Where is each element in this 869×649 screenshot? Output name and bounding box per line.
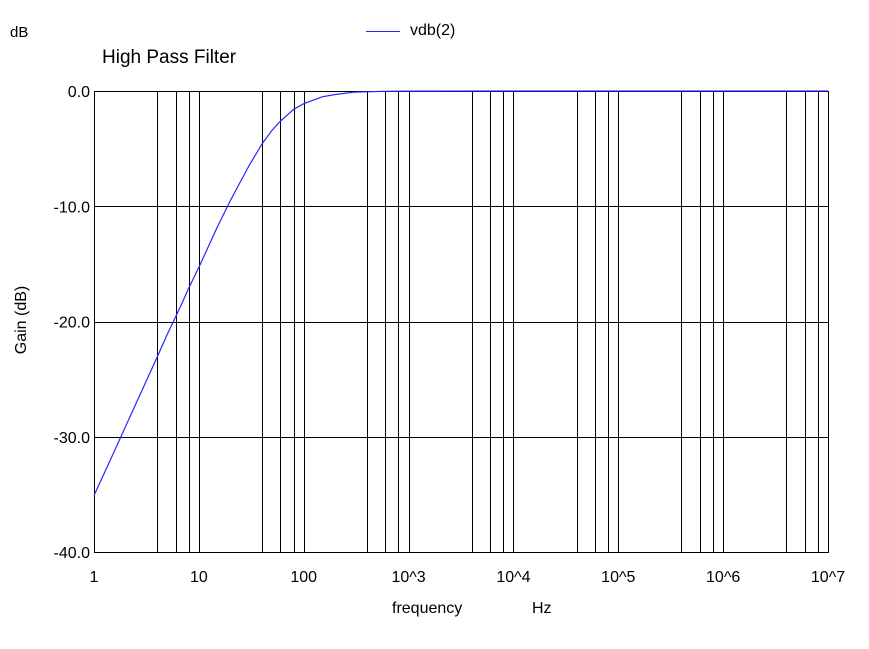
x-axis-unit: Hz: [532, 600, 552, 617]
x-tick-label: 10: [190, 569, 208, 586]
chart-title: High Pass Filter: [102, 47, 237, 68]
y-tick-label: -30.0: [54, 430, 91, 447]
y-tick-label: -10.0: [54, 199, 91, 216]
x-tick-label: 10^6: [706, 569, 740, 586]
x-tick-label: 10^5: [601, 569, 635, 586]
y-unit-label: dB: [10, 24, 29, 41]
x-tick-label: 10^7: [811, 569, 845, 586]
legend: vdb(2): [366, 22, 455, 40]
x-tick-label: 1: [90, 569, 99, 586]
y-tick-label: -40.0: [54, 545, 91, 562]
x-tick-label: 100: [290, 569, 317, 586]
x-tick-label: 10^3: [391, 569, 425, 586]
y-tick-label: -20.0: [54, 315, 91, 332]
x-tick-label: 10^4: [496, 569, 530, 586]
x-axis-label: frequency: [392, 600, 463, 617]
series-line: [93, 90, 828, 496]
y-tick-label: 0.0: [68, 84, 90, 101]
legend-entry-label: vdb(2): [410, 22, 456, 39]
legend-swatch: [366, 30, 400, 32]
